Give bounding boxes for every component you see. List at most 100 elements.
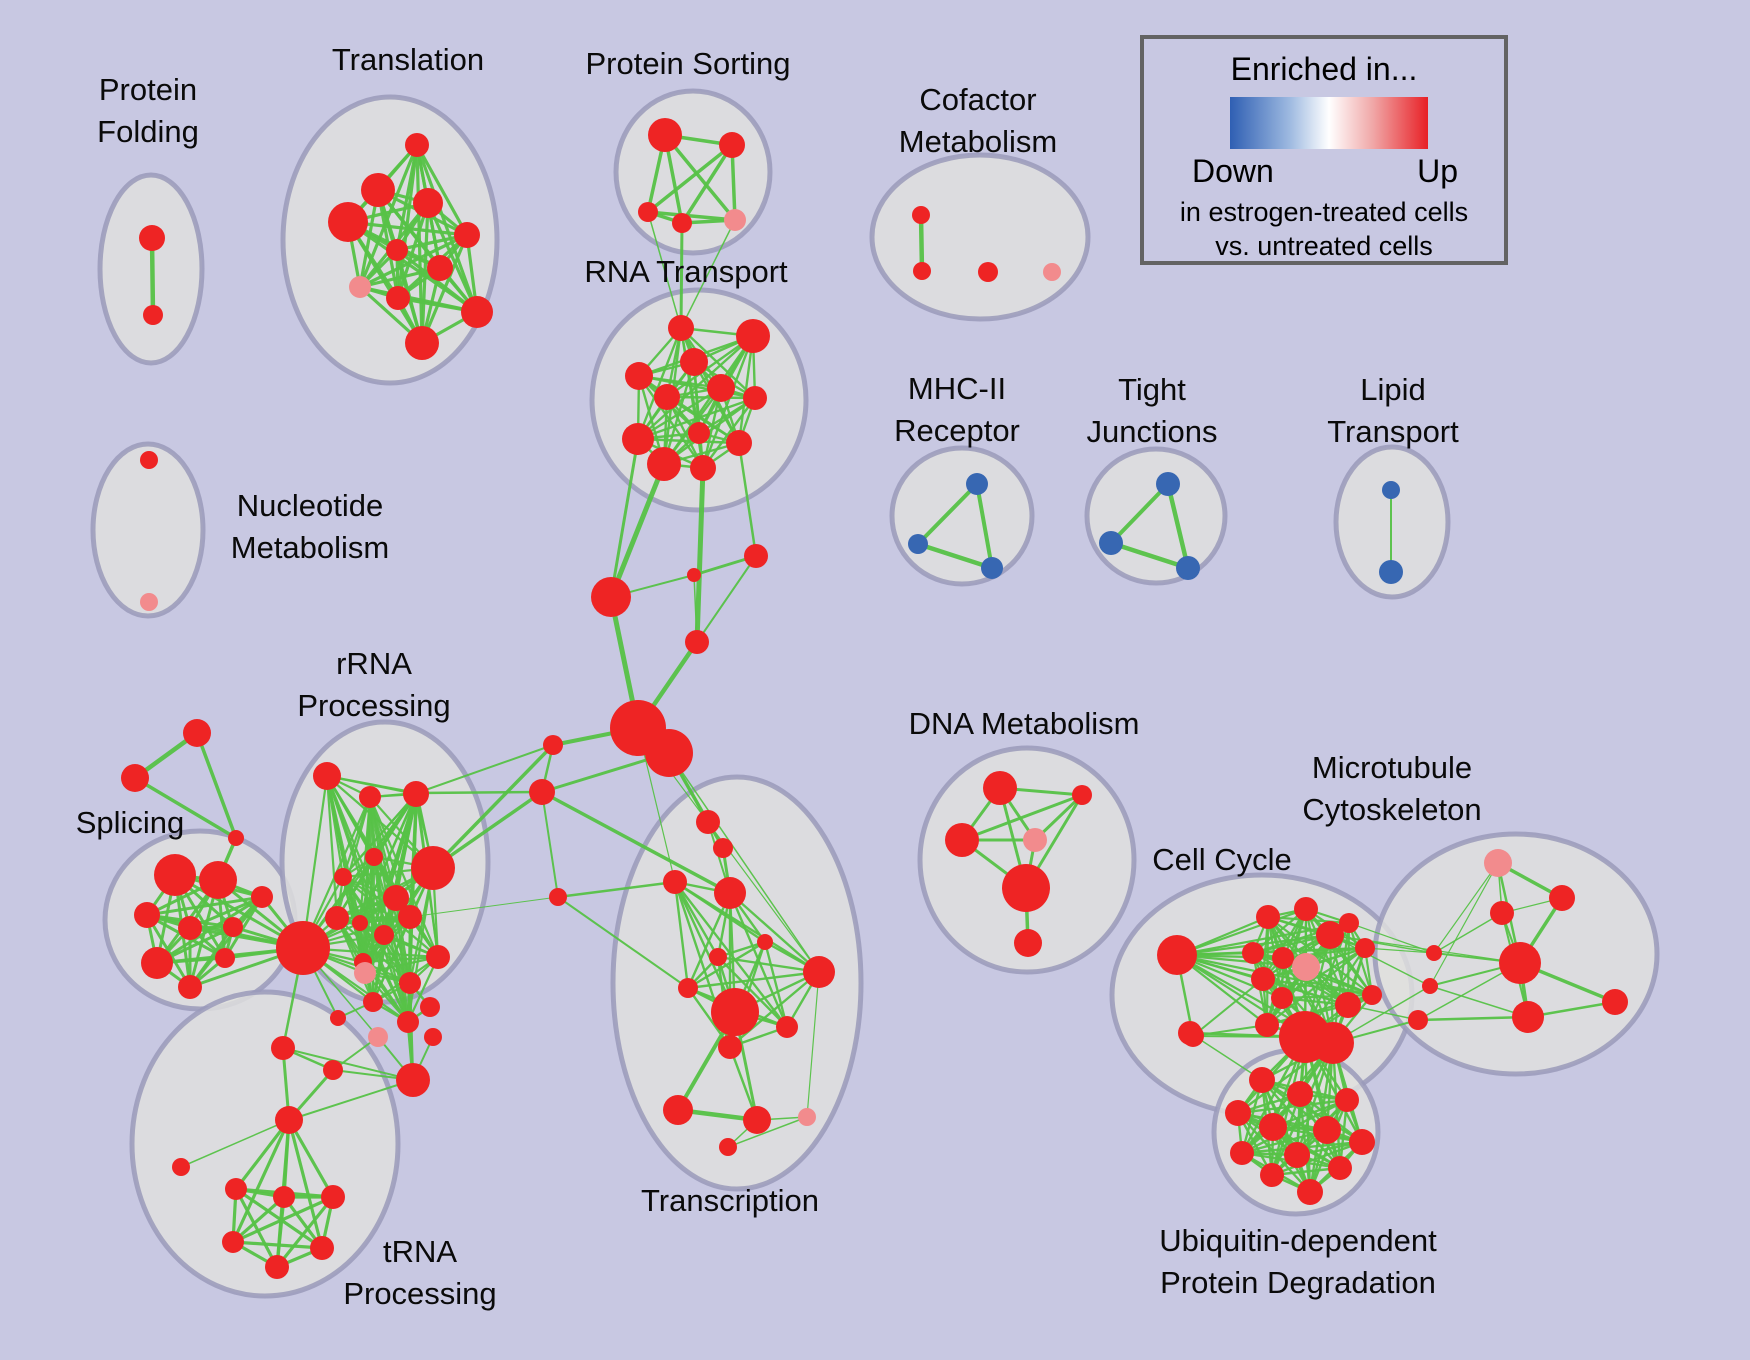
node-d4[interactable] — [1023, 828, 1047, 852]
node-d6[interactable] — [1014, 929, 1042, 957]
node-q6[interactable] — [709, 948, 727, 966]
node-q2[interactable] — [713, 838, 733, 858]
node-ub4[interactable] — [1225, 1100, 1251, 1126]
node-rt11[interactable] — [647, 447, 681, 481]
node-ch1[interactable] — [543, 735, 563, 755]
node-c14[interactable] — [1335, 992, 1361, 1018]
node-c13[interactable] — [1255, 1013, 1279, 1037]
node-ov5[interactable] — [424, 1028, 442, 1046]
node-q9[interactable] — [711, 988, 759, 1036]
node-c5[interactable] — [1242, 942, 1264, 964]
node-r2[interactable] — [359, 786, 381, 808]
node-tn4[interactable] — [222, 1231, 244, 1253]
node-ub11[interactable] — [1260, 1163, 1284, 1187]
node-pf2[interactable] — [143, 305, 163, 325]
node-q5[interactable] — [757, 934, 773, 950]
node-ps3[interactable] — [638, 202, 658, 222]
node-na[interactable] — [591, 577, 631, 617]
node-tn0[interactable] — [172, 1158, 190, 1176]
node-r17[interactable] — [408, 784, 426, 802]
node-ub5[interactable] — [1259, 1113, 1287, 1141]
node-rt1[interactable] — [668, 315, 694, 341]
node-sm1[interactable] — [549, 888, 567, 906]
node-rt6[interactable] — [707, 374, 735, 402]
node-ch2[interactable] — [529, 779, 555, 805]
node-r12[interactable] — [426, 945, 450, 969]
node-tl1[interactable] — [405, 133, 429, 157]
node-c8[interactable] — [1316, 921, 1344, 949]
node-s8[interactable] — [251, 886, 273, 908]
node-mh3[interactable] — [981, 557, 1003, 579]
node-c1[interactable] — [1157, 935, 1197, 975]
node-rt10[interactable] — [726, 430, 752, 456]
node-r11[interactable] — [374, 925, 394, 945]
node-tl10[interactable] — [461, 296, 493, 328]
node-s4[interactable] — [178, 916, 202, 940]
node-c12[interactable] — [1355, 938, 1375, 958]
node-tl2[interactable] — [361, 173, 395, 207]
node-t2[interactable] — [121, 764, 149, 792]
node-q14[interactable] — [798, 1108, 816, 1126]
node-q10[interactable] — [776, 1016, 798, 1038]
node-tn3[interactable] — [321, 1185, 345, 1209]
node-ov1[interactable] — [399, 972, 421, 994]
node-s2[interactable] — [199, 861, 237, 899]
node-lp1[interactable] — [1382, 481, 1400, 499]
node-ub3[interactable] — [1335, 1088, 1359, 1112]
node-nc2[interactable] — [140, 593, 158, 611]
node-rt7[interactable] — [743, 386, 767, 410]
node-q15[interactable] — [719, 1138, 737, 1156]
node-cf2[interactable] — [913, 262, 931, 280]
node-rt8[interactable] — [622, 423, 654, 455]
node-pk1[interactable] — [354, 962, 376, 984]
node-tl9[interactable] — [386, 286, 410, 310]
node-tl5[interactable] — [454, 222, 480, 248]
node-nb[interactable] — [685, 630, 709, 654]
node-rt4[interactable] — [625, 362, 653, 390]
node-r5[interactable] — [334, 868, 352, 886]
node-s9[interactable] — [215, 948, 235, 968]
node-ub0[interactable] — [1178, 1021, 1202, 1045]
node-s5[interactable] — [223, 917, 243, 937]
node-ov7[interactable] — [323, 1060, 343, 1080]
node-m2[interactable] — [1549, 885, 1575, 911]
node-mh2[interactable] — [908, 534, 928, 554]
node-ub9[interactable] — [1284, 1142, 1310, 1168]
node-cf3[interactable] — [978, 262, 998, 282]
node-d2[interactable] — [1072, 785, 1092, 805]
node-ov6[interactable] — [330, 1010, 346, 1026]
node-c3[interactable] — [1256, 905, 1280, 929]
node-m4[interactable] — [1499, 942, 1541, 984]
node-mg[interactable] — [276, 921, 330, 975]
node-ub10[interactable] — [1328, 1156, 1352, 1180]
node-r8[interactable] — [398, 905, 422, 929]
node-c11[interactable] — [1271, 987, 1293, 1009]
node-ov9[interactable] — [396, 1063, 430, 1097]
node-c7[interactable] — [1292, 953, 1320, 981]
node-tl4[interactable] — [413, 188, 443, 218]
node-nc[interactable] — [744, 544, 768, 568]
node-m3[interactable] — [1490, 901, 1514, 925]
node-r1[interactable] — [313, 762, 341, 790]
node-tn5[interactable] — [310, 1236, 334, 1260]
node-ps4[interactable] — [672, 213, 692, 233]
node-q13[interactable] — [743, 1106, 771, 1134]
node-ps1[interactable] — [648, 118, 682, 152]
node-q11[interactable] — [718, 1035, 742, 1059]
node-nc1[interactable] — [140, 451, 158, 469]
node-tj1[interactable] — [1156, 472, 1180, 496]
node-ov2[interactable] — [363, 992, 383, 1012]
node-r9[interactable] — [325, 906, 349, 930]
node-d3[interactable] — [945, 823, 979, 857]
node-ub2[interactable] — [1287, 1081, 1313, 1107]
node-rt3[interactable] — [680, 348, 708, 376]
node-tn6[interactable] — [265, 1255, 289, 1279]
node-tj3[interactable] — [1176, 556, 1200, 580]
node-c15[interactable] — [1362, 985, 1382, 1005]
node-tn1[interactable] — [225, 1178, 247, 1200]
node-q12[interactable] — [663, 1095, 693, 1125]
node-mh1[interactable] — [966, 473, 988, 495]
node-ov4[interactable] — [420, 997, 440, 1017]
node-q4[interactable] — [714, 877, 746, 909]
node-hb2[interactable] — [645, 729, 693, 777]
